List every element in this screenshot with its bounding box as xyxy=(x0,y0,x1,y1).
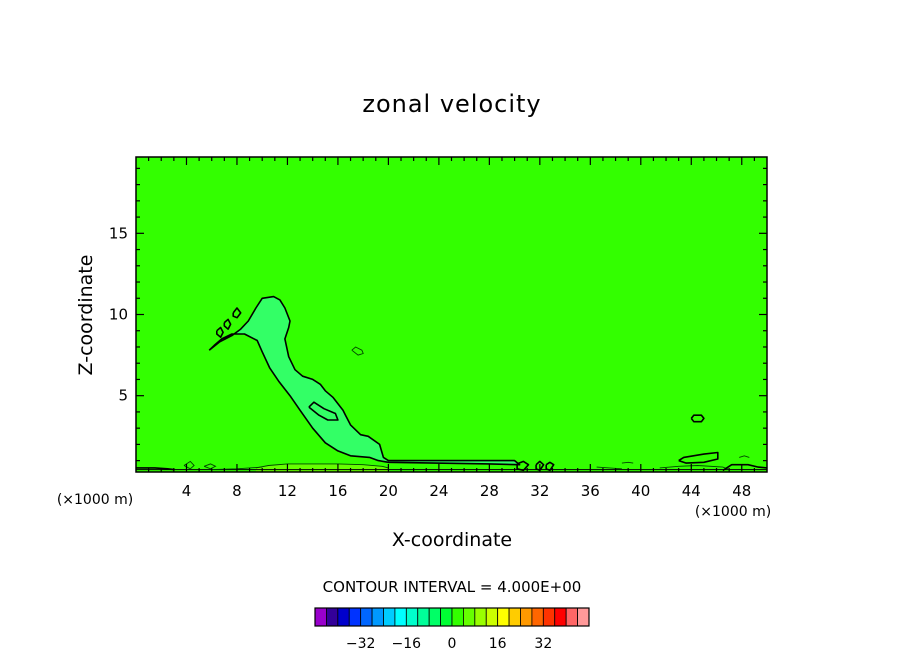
thin-contour-0 xyxy=(351,346,364,356)
axis-ticks xyxy=(136,157,767,472)
colorbar-tick-label: 16 xyxy=(489,636,507,652)
y-axis-unit-label: (×1000 m) xyxy=(57,492,133,508)
colorbar-swatch xyxy=(531,607,544,627)
x-tick-label: 20 xyxy=(379,482,398,500)
chart-title: zonal velocity xyxy=(362,90,541,118)
thin-contour-8 xyxy=(739,455,750,458)
thin-contour-1 xyxy=(183,460,195,470)
y-tick-label: 5 xyxy=(118,387,128,405)
colorbar-swatch xyxy=(542,607,556,627)
x-tick-label: 48 xyxy=(732,482,751,500)
colorbar-swatch xyxy=(554,607,567,627)
contour-5 xyxy=(722,463,767,472)
contour-interval-text: CONTOUR INTERVAL = 4.000E+00 xyxy=(323,578,582,596)
colorbar-swatch xyxy=(520,607,533,627)
contour-1 xyxy=(308,401,339,421)
x-tick-label: 16 xyxy=(328,482,347,500)
colorbar-swatch xyxy=(337,607,350,627)
x-tick-label: 8 xyxy=(232,482,242,500)
colorbar-swatch xyxy=(326,607,339,627)
thin-contour-6 xyxy=(621,461,634,464)
colorbar-swatch xyxy=(383,607,396,627)
colorbar-swatch xyxy=(485,607,499,627)
colorbar-swatch xyxy=(440,607,453,627)
contour-9 xyxy=(216,326,224,339)
thin-contour-7 xyxy=(659,465,730,471)
colorbar-frame xyxy=(314,607,590,627)
thin-contour-5 xyxy=(596,466,622,470)
colorbar-tick-label: 0 xyxy=(448,636,457,652)
field-fill xyxy=(136,157,767,472)
colorbar-swatch xyxy=(360,607,373,627)
x-tick-label: 40 xyxy=(631,482,650,500)
colorbar-swatch xyxy=(394,607,407,627)
colorbar-swatch xyxy=(474,607,487,627)
colorbar-swatch xyxy=(314,607,327,627)
colorbar-swatch xyxy=(371,607,384,627)
colorbar-swatch xyxy=(428,607,441,627)
x-tick-label: 28 xyxy=(480,482,499,500)
contour-2 xyxy=(690,414,705,423)
x-axis-label: X-coordinate xyxy=(392,529,512,551)
y-tick-label: 10 xyxy=(109,306,128,324)
x-tick-label: 44 xyxy=(682,482,701,500)
colorbar-tick-label: −32 xyxy=(346,636,376,652)
colorbar-swatch xyxy=(577,607,590,627)
contour-11 xyxy=(232,307,242,319)
thin-contour-2 xyxy=(203,463,217,470)
x-tick-label: 24 xyxy=(429,482,448,500)
colorbar-swatch xyxy=(497,607,510,627)
colorbar-swatch xyxy=(508,607,521,627)
contour-0 xyxy=(208,295,521,466)
y-tick-label: 15 xyxy=(109,224,128,242)
colorbar-swatch xyxy=(463,607,476,627)
colorbar-swatch xyxy=(565,607,578,627)
contour-7 xyxy=(535,460,545,472)
contour-10 xyxy=(223,318,232,330)
contour-8 xyxy=(545,461,555,472)
x-tick-label: 36 xyxy=(581,482,600,500)
colorbar-tick-label: −16 xyxy=(392,636,422,652)
colorbar-swatch xyxy=(451,607,464,627)
colorbar: −32 −16 0 16 32 xyxy=(314,607,590,652)
contour-3 xyxy=(678,451,719,464)
y-axis-label: Z-coordinate xyxy=(75,255,97,376)
colorbar-swatch xyxy=(405,607,419,627)
x-axis-unit-label: (×1000 m) xyxy=(695,504,771,520)
colorbar-tick-label: 32 xyxy=(534,636,552,652)
x-tick-label: 4 xyxy=(182,482,192,500)
colorbar-swatch xyxy=(417,607,430,627)
thin-contour-3 xyxy=(255,463,389,469)
x-tick-label: 12 xyxy=(278,482,297,500)
x-tick-label: 32 xyxy=(530,482,549,500)
colorbar-swatch xyxy=(348,607,362,627)
contour-6 xyxy=(516,460,530,472)
